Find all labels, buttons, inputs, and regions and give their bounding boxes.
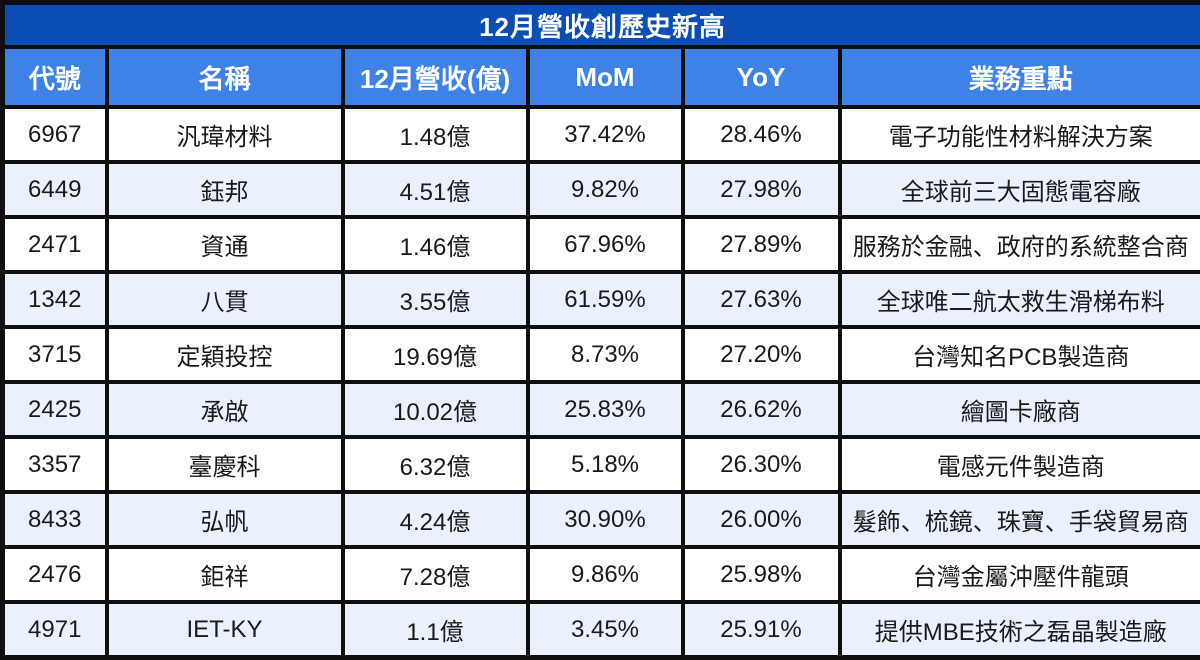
cell-code: 6967	[3, 107, 107, 162]
cell-revenue: 7.28億	[343, 547, 528, 602]
cell-mom: 9.86%	[528, 547, 683, 602]
cell-yoy: 26.00%	[683, 492, 840, 547]
table-row: 6449 鈺邦 4.51億 9.82% 27.98% 全球前三大固態電容廠	[3, 162, 1200, 217]
cell-code: 3715	[3, 327, 107, 382]
cell-code: 3357	[3, 437, 107, 492]
cell-focus: 全球唯二航太救生滑梯布料	[840, 272, 1200, 327]
cell-focus: 電感元件製造商	[840, 437, 1200, 492]
column-header-revenue: 12月營收(億)	[343, 47, 528, 107]
cell-name: 承啟	[107, 382, 343, 437]
cell-name: 資通	[107, 217, 343, 272]
cell-yoy: 27.63%	[683, 272, 840, 327]
column-header-mom: MoM	[528, 47, 683, 107]
cell-revenue: 4.24億	[343, 492, 528, 547]
page-title: 12月營收創歷史新高	[3, 3, 1200, 48]
cell-mom: 8.73%	[528, 327, 683, 382]
cell-name: 定穎投控	[107, 327, 343, 382]
cell-mom: 37.42%	[528, 107, 683, 162]
cell-mom: 5.18%	[528, 437, 683, 492]
cell-name: 鉅祥	[107, 547, 343, 602]
cell-yoy: 28.46%	[683, 107, 840, 162]
cell-yoy: 27.98%	[683, 162, 840, 217]
cell-mom: 25.83%	[528, 382, 683, 437]
title-row: 12月營收創歷史新高	[3, 3, 1200, 48]
cell-focus: 全球前三大固態電容廠	[840, 162, 1200, 217]
cell-yoy: 26.30%	[683, 437, 840, 492]
cell-mom: 30.90%	[528, 492, 683, 547]
cell-code: 2471	[3, 217, 107, 272]
cell-code: 2425	[3, 382, 107, 437]
table-row: 8433 弘帆 4.24億 30.90% 26.00% 髮飾、梳鏡、珠寶、手袋貿…	[3, 492, 1200, 547]
table-row: 2471 資通 1.46億 67.96% 27.89% 服務於金融、政府的系統整…	[3, 217, 1200, 272]
cell-revenue: 6.32億	[343, 437, 528, 492]
cell-revenue: 19.69億	[343, 327, 528, 382]
cell-revenue: 3.55億	[343, 272, 528, 327]
cell-yoy: 27.89%	[683, 217, 840, 272]
cell-mom: 9.82%	[528, 162, 683, 217]
table-row: 2476 鉅祥 7.28億 9.86% 25.98% 台灣金屬沖壓件龍頭	[3, 547, 1200, 602]
cell-name: 臺慶科	[107, 437, 343, 492]
cell-code: 8433	[3, 492, 107, 547]
column-header-code: 代號	[3, 47, 107, 107]
cell-mom: 67.96%	[528, 217, 683, 272]
cell-revenue: 4.51億	[343, 162, 528, 217]
cell-focus: 台灣金屬沖壓件龍頭	[840, 547, 1200, 602]
cell-yoy: 25.98%	[683, 547, 840, 602]
cell-focus: 台灣知名PCB製造商	[840, 327, 1200, 382]
column-header-name: 名稱	[107, 47, 343, 107]
table-row: 2425 承啟 10.02億 25.83% 26.62% 繪圖卡廠商	[3, 382, 1200, 437]
table-row: 3715 定穎投控 19.69億 8.73% 27.20% 台灣知名PCB製造商	[3, 327, 1200, 382]
cell-revenue: 1.46億	[343, 217, 528, 272]
table-row: 1342 八貫 3.55億 61.59% 27.63% 全球唯二航太救生滑梯布料	[3, 272, 1200, 327]
cell-mom: 61.59%	[528, 272, 683, 327]
cell-focus: 髮飾、梳鏡、珠寶、手袋貿易商	[840, 492, 1200, 547]
column-header-yoy: YoY	[683, 47, 840, 107]
cell-focus: 電子功能性材料解決方案	[840, 107, 1200, 162]
cell-name: 弘帆	[107, 492, 343, 547]
table-row: 6967 汎瑋材料 1.48億 37.42% 28.46% 電子功能性材料解決方…	[3, 107, 1200, 162]
cell-code: 6449	[3, 162, 107, 217]
cell-yoy: 27.20%	[683, 327, 840, 382]
cell-code: 2476	[3, 547, 107, 602]
cell-focus: 服務於金融、政府的系統整合商	[840, 217, 1200, 272]
cell-code: 1342	[3, 272, 107, 327]
cell-name: 八貫	[107, 272, 343, 327]
cell-revenue: 1.48億	[343, 107, 528, 162]
column-header-focus: 業務重點	[840, 47, 1200, 107]
cell-name: 鈺邦	[107, 162, 343, 217]
cell-yoy: 26.62%	[683, 382, 840, 437]
header-row: 代號 名稱 12月營收(億) MoM YoY 業務重點	[3, 47, 1200, 107]
cell-name: 汎瑋材料	[107, 107, 343, 162]
cell-focus: 繪圖卡廠商	[840, 382, 1200, 437]
cell-revenue: 10.02億	[343, 382, 528, 437]
table-row: 3357 臺慶科 6.32億 5.18% 26.30% 電感元件製造商	[3, 437, 1200, 492]
